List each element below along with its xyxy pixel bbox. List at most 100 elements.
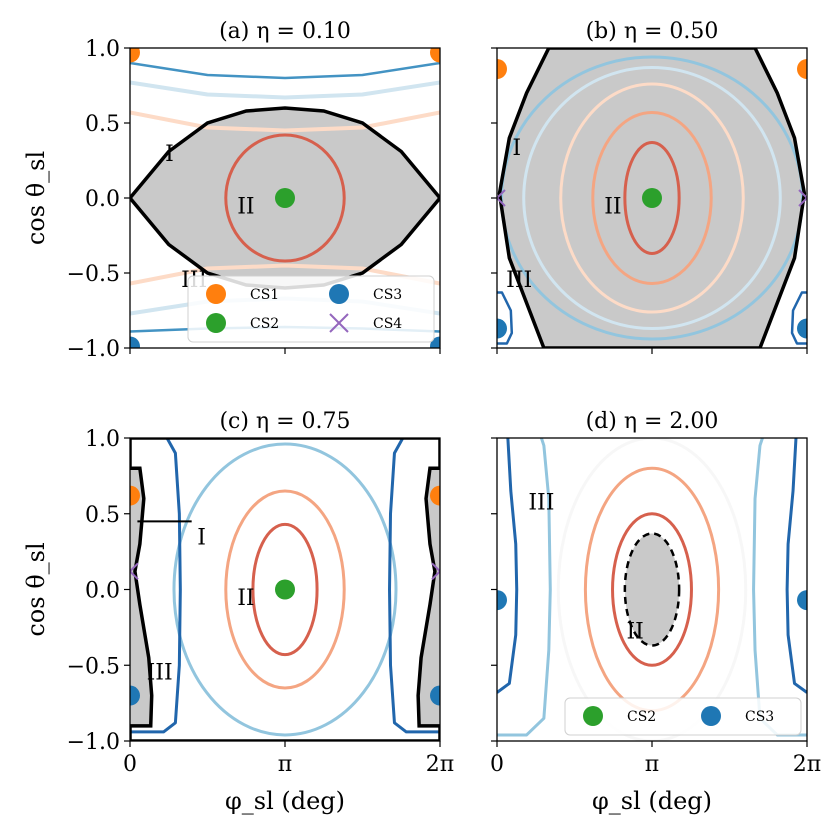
separatrix-curve	[130, 438, 440, 741]
trajectory-curve	[497, 438, 552, 737]
legend-box	[564, 697, 802, 736]
x-marker-stroke	[130, 569, 139, 581]
trajectory-curve	[224, 489, 346, 690]
trajectory-curve	[623, 141, 681, 255]
x-tick-label: 0	[490, 752, 504, 777]
trajectory-curve	[130, 61, 440, 80]
x-marker-stroke	[497, 189, 506, 200]
fixed-point-cs3	[497, 318, 507, 339]
trajectory-curve	[199, 466, 371, 713]
region-label: II	[604, 195, 621, 220]
legend-box	[187, 275, 435, 343]
y-tick-label: 0.5	[85, 503, 120, 528]
trajectory-curve	[559, 82, 745, 314]
x-marker-stroke	[431, 569, 440, 581]
trajectory-curve	[130, 263, 440, 286]
separatrix-curve	[497, 48, 807, 348]
trajectory-curve	[790, 291, 807, 345]
fixed-point-cs4	[798, 189, 807, 207]
y-axis-label: cos θ_sl	[22, 151, 50, 245]
x-marker-stroke	[798, 189, 807, 200]
trajectory-curve	[752, 438, 807, 737]
x-tick-label: 0	[123, 752, 137, 777]
fixed-point-cs3	[430, 685, 440, 706]
fixed-point-cs1	[497, 59, 507, 79]
x-axis-label: φ_sl (deg)	[592, 787, 712, 815]
legend-marker	[329, 313, 349, 333]
y-tick-label: 0.0	[85, 187, 120, 212]
legend-label: CS1	[250, 287, 279, 303]
separatrix-fill	[624, 533, 680, 646]
fixed-point-cs2	[642, 188, 662, 208]
x-marker-stroke	[431, 562, 440, 573]
fixed-point-cs2	[275, 579, 295, 600]
legend-label: CS3	[745, 709, 774, 725]
y-tick-label: −0.5	[67, 654, 120, 679]
region-label: III	[506, 268, 532, 293]
fixed-point-cs1	[130, 485, 140, 506]
fixed-point-cs4	[130, 562, 139, 581]
region-label: I	[197, 525, 206, 550]
panel-title: (a) η = 0.10	[219, 19, 351, 44]
x-marker-stroke	[130, 562, 139, 573]
x-tick-label: 2π	[793, 752, 821, 777]
trajectory-curve	[130, 438, 182, 734]
trajectory-curve	[522, 66, 782, 330]
fixed-point-cs3	[430, 336, 440, 348]
fixed-point-cs4	[497, 189, 506, 207]
region-label: II	[237, 195, 254, 220]
x-tick-label: π	[645, 752, 659, 777]
fixed-point-cs1	[430, 48, 440, 63]
legend-marker	[701, 706, 721, 726]
y-tick-label: −1.0	[67, 337, 120, 362]
y-tick-label: 0.0	[85, 579, 120, 604]
fixed-point-cs1	[130, 48, 140, 63]
fixed-point-cs4	[431, 562, 440, 581]
y-tick-label: 0.5	[85, 112, 120, 137]
trajectory-curve	[130, 110, 440, 133]
trajectory-curve	[591, 111, 713, 285]
trajectory-curve	[556, 438, 748, 741]
y-tick-label: 1.0	[85, 427, 120, 452]
y-tick-label: 1.0	[85, 37, 120, 62]
fixed-point-cs3	[130, 685, 140, 706]
legend-marker	[329, 284, 349, 304]
legend: CS1 CS3 CS2 CS4	[187, 275, 435, 343]
separatrix-curve	[623, 532, 681, 647]
x-marker-stroke	[798, 196, 807, 207]
x-marker-stroke	[497, 196, 506, 207]
y-tick-label: −1.0	[67, 730, 120, 755]
separatrix-curve	[130, 106, 440, 200]
fixed-point-cs1	[430, 485, 440, 506]
fixed-point-cs3	[130, 336, 140, 348]
panel-title: (b) η = 0.50	[586, 19, 719, 44]
region-label: II	[237, 586, 254, 611]
trajectory-curve	[224, 133, 346, 263]
trajectory-curve	[251, 522, 319, 657]
panel-title: (d) η = 2.00	[586, 409, 719, 434]
x-tick-label: π	[278, 752, 292, 777]
trajectory-curve	[611, 512, 693, 667]
legend-marker	[583, 706, 603, 726]
trajectory-curve	[785, 438, 807, 694]
legend-marker	[206, 313, 226, 333]
trajectory-curve	[497, 291, 514, 345]
y-axis-label: cos θ_sl	[22, 542, 50, 636]
x-tick-label: 2π	[426, 752, 454, 777]
legend: CS2 CS3	[564, 697, 802, 736]
legend-label: CS4	[373, 316, 402, 332]
legend-label: CS2	[250, 316, 279, 332]
region-label: III	[147, 660, 173, 685]
region-label: III	[528, 491, 554, 516]
trajectory-curve	[497, 438, 519, 694]
fixed-point-cs2	[275, 188, 295, 208]
